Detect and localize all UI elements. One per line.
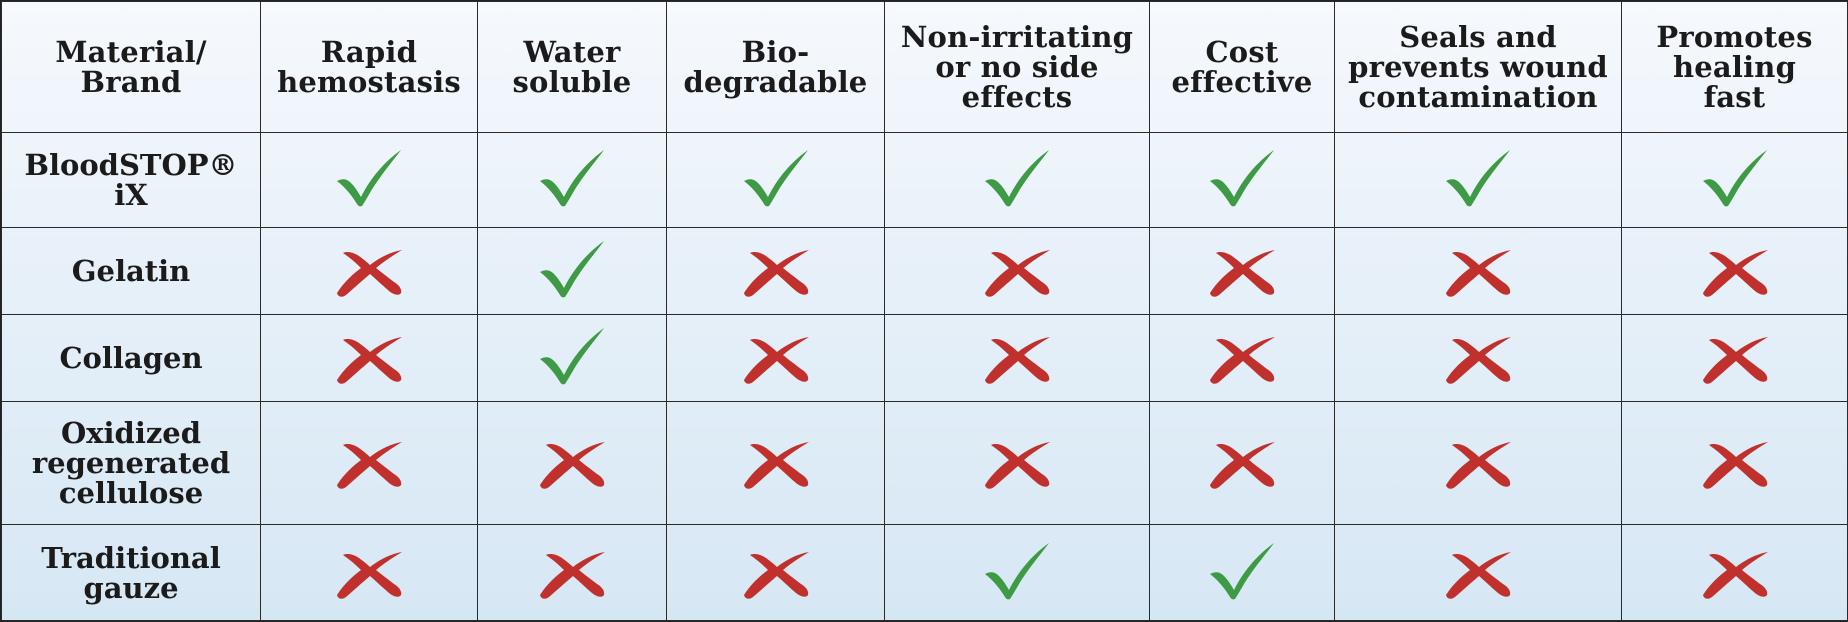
mark-cell <box>1621 314 1848 402</box>
check-icon <box>537 238 607 300</box>
cross-icon <box>1207 430 1277 492</box>
mark-cell <box>1149 314 1335 402</box>
cross-icon <box>1700 430 1770 492</box>
material-name: Traditional gauze <box>41 540 221 605</box>
mark-cell <box>477 132 667 228</box>
mark-cell <box>884 132 1150 228</box>
mark-cell <box>884 401 1150 525</box>
cross-icon <box>741 325 811 387</box>
mark-cell <box>1149 132 1335 228</box>
mark-cell <box>1334 314 1622 402</box>
cross-icon <box>982 430 1052 492</box>
cross-icon <box>982 325 1052 387</box>
header-seals-wound: Seals and prevents wound contamination <box>1334 1 1622 133</box>
mark-cell <box>477 524 667 621</box>
material-name: Gelatin <box>71 254 191 288</box>
mark-cell <box>884 524 1150 621</box>
material-name: Collagen <box>59 341 203 375</box>
material-name-cell: BloodSTOP® iX <box>1 132 261 228</box>
table-row: Oxidized regenerated cellulose <box>1 401 1848 525</box>
check-icon <box>537 147 607 209</box>
check-icon <box>1700 147 1770 209</box>
mark-cell <box>260 401 478 525</box>
cross-icon <box>1443 540 1513 602</box>
material-name: BloodSTOP® iX <box>24 148 238 212</box>
material-name-cell: Collagen <box>1 314 261 402</box>
cross-icon <box>1443 430 1513 492</box>
table-row: Collagen <box>1 314 1848 402</box>
check-icon <box>1207 540 1277 602</box>
material-name-cell: Traditional gauze <box>1 524 261 621</box>
mark-cell <box>1621 524 1848 621</box>
mark-cell <box>1334 401 1622 525</box>
mark-cell <box>666 227 885 315</box>
mark-cell <box>666 132 885 228</box>
mark-cell <box>477 227 667 315</box>
mark-cell <box>260 132 478 228</box>
cross-icon <box>1700 325 1770 387</box>
cross-icon <box>1700 238 1770 300</box>
mark-cell <box>884 227 1150 315</box>
table-row: Traditional gauze <box>1 524 1848 621</box>
check-icon <box>982 147 1052 209</box>
header-promotes-healing: Promotes healing fast <box>1621 1 1848 133</box>
table-row: BloodSTOP® iX <box>1 132 1848 228</box>
cross-icon <box>334 540 404 602</box>
cross-icon <box>1443 325 1513 387</box>
mark-cell <box>666 401 885 525</box>
mark-cell <box>1149 524 1335 621</box>
cross-icon <box>334 430 404 492</box>
mark-cell <box>1149 401 1335 525</box>
cross-icon <box>1443 238 1513 300</box>
mark-cell <box>1621 132 1848 228</box>
cross-icon <box>334 238 404 300</box>
check-icon <box>1207 147 1277 209</box>
cross-icon <box>1700 540 1770 602</box>
cross-icon <box>537 540 607 602</box>
cross-icon <box>334 325 404 387</box>
check-icon <box>1443 147 1513 209</box>
table-row: Gelatin <box>1 227 1848 315</box>
cross-icon <box>982 238 1052 300</box>
cross-icon <box>537 430 607 492</box>
mark-cell <box>1334 524 1622 621</box>
header-biodegradable: Bio- degradable <box>666 1 885 133</box>
mark-cell <box>1621 401 1848 525</box>
check-icon <box>537 325 607 387</box>
cross-icon <box>741 238 811 300</box>
mark-cell <box>666 314 885 402</box>
header-material-brand: Material/ Brand <box>1 1 261 133</box>
check-icon <box>334 147 404 209</box>
mark-cell <box>260 314 478 402</box>
check-icon <box>982 540 1052 602</box>
check-icon <box>741 147 811 209</box>
material-name-cell: Gelatin <box>1 227 261 315</box>
cross-icon <box>1207 325 1277 387</box>
mark-cell <box>477 401 667 525</box>
material-name-cell: Oxidized regenerated cellulose <box>1 401 261 525</box>
mark-cell <box>1149 227 1335 315</box>
cross-icon <box>741 540 811 602</box>
material-name: Oxidized regenerated cellulose <box>31 416 231 510</box>
header-water-soluble: Water soluble <box>477 1 667 133</box>
header-non-irritating: Non-irritating or no side effects <box>884 1 1150 133</box>
mark-cell <box>477 314 667 402</box>
cross-icon <box>741 430 811 492</box>
mark-cell <box>666 524 885 621</box>
mark-cell <box>1621 227 1848 315</box>
header-rapid-hemostasis: Rapid hemostasis <box>260 1 478 133</box>
header-cost-effective: Cost effective <box>1149 1 1335 133</box>
mark-cell <box>260 227 478 315</box>
mark-cell <box>1334 132 1622 228</box>
mark-cell <box>1334 227 1622 315</box>
mark-cell <box>884 314 1150 402</box>
mark-cell <box>260 524 478 621</box>
cross-icon <box>1207 238 1277 300</box>
header-row: Material/ Brand Rapid hemostasis Water s… <box>1 1 1848 133</box>
